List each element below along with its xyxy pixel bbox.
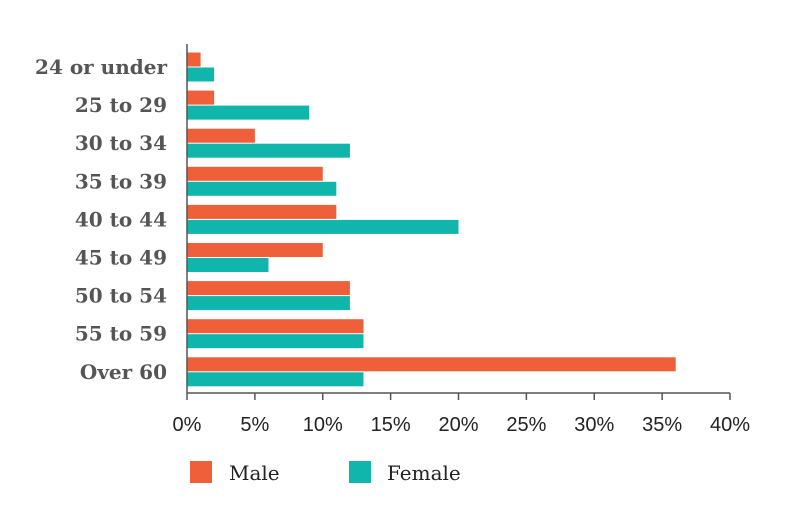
bar-female-24-or-under <box>187 67 215 82</box>
bar-male-25-to-29 <box>187 90 215 105</box>
legend-label-female: Female <box>387 461 461 485</box>
bar-female-55-to-59 <box>187 334 364 349</box>
bar-female-35-to-39 <box>187 181 337 196</box>
category-labels: 24 or under 25 to 29 30 to 34 35 to 39 40 to… <box>35 55 167 384</box>
bars-group <box>187 52 676 387</box>
bar-female-40-to-44 <box>187 219 459 234</box>
legend: Male Female <box>190 461 461 485</box>
x-tick-label-35: 35% <box>642 414 682 436</box>
category-label-50-to-54: 50 to 54 <box>75 284 167 308</box>
category-label-35-to-39: 35 to 39 <box>75 169 167 193</box>
x-tick-label-25: 25% <box>506 414 546 436</box>
bar-female-over-60 <box>187 372 364 387</box>
category-label-55-to-59: 55 to 59 <box>75 322 167 346</box>
x-tick-label-30: 30% <box>574 414 614 436</box>
x-tick-label-0: 0% <box>173 414 202 436</box>
x-tick-label-20: 20% <box>438 414 478 436</box>
bar-male-35-to-39 <box>187 166 323 181</box>
category-label-40-to-44: 40 to 44 <box>75 207 167 231</box>
category-label-45-to-49: 45 to 49 <box>75 246 167 270</box>
x-tick-label-5: 5% <box>240 414 269 436</box>
category-label-24-or-under: 24 or under <box>35 55 167 79</box>
bar-male-24-or-under <box>187 52 201 67</box>
bar-female-30-to-34 <box>187 143 350 158</box>
bar-male-50-to-54 <box>187 281 350 296</box>
bar-male-over-60 <box>187 357 676 372</box>
x-tick-label-10: 10% <box>303 414 343 436</box>
bar-male-30-to-34 <box>187 128 255 143</box>
bar-male-45-to-49 <box>187 243 323 257</box>
x-axis-ticks: 0% 5% 10% 15% 20% 25% 30% 35% 40% <box>173 393 750 436</box>
x-tick-label-40: 40% <box>710 414 750 436</box>
category-label-over-60: Over 60 <box>80 360 167 384</box>
category-label-25-to-29: 25 to 29 <box>75 93 167 117</box>
bar-male-55-to-59 <box>187 319 364 334</box>
bar-female-50-to-54 <box>187 296 350 311</box>
legend-label-male: Male <box>229 461 280 485</box>
bar-female-25-to-29 <box>187 105 310 120</box>
category-label-30-to-34: 30 to 34 <box>75 131 167 155</box>
legend-swatch-female <box>349 461 371 483</box>
bar-female-45-to-49 <box>187 258 269 272</box>
x-tick-label-15: 15% <box>371 414 411 436</box>
bar-male-40-to-44 <box>187 204 337 219</box>
legend-swatch-male <box>190 461 212 483</box>
